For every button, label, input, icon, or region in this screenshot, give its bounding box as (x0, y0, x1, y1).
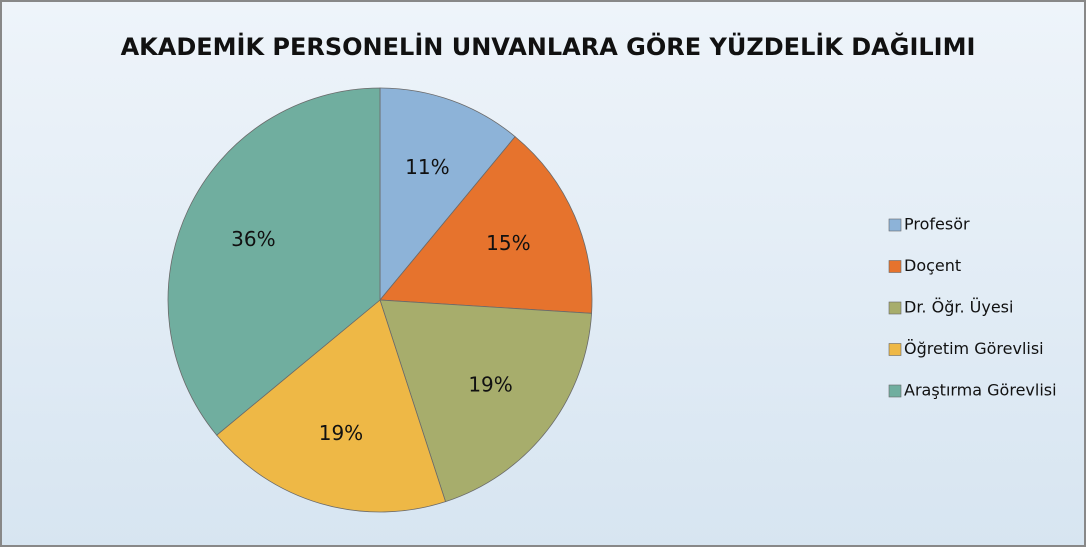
legend-label: Öğretim Görevlisi (904, 339, 1044, 358)
pie-slice (216, 299, 447, 513)
legend-label: Araştırma Görevlisi (904, 381, 1057, 400)
legend-swatch (888, 301, 902, 315)
legend-label: Profesör (904, 215, 970, 234)
data-label: 19% (468, 372, 512, 396)
pie-slice (379, 136, 593, 314)
legend-swatch (888, 218, 902, 232)
legend-label: Dr. Öğr. Üyesi (904, 298, 1013, 317)
pie-slice (167, 87, 381, 436)
data-label: 36% (231, 227, 275, 251)
pie-slice (379, 87, 516, 302)
legend-swatch (888, 260, 902, 273)
chart-title: AKADEMİK PERSONELİN UNVANLARA GÖRE YÜZDE… (121, 31, 976, 61)
data-label: 15% (486, 231, 530, 255)
legend-label: Doçent (904, 256, 961, 275)
data-label: 11% (405, 155, 449, 179)
pie-slice (379, 299, 593, 503)
legend-swatch (888, 384, 902, 398)
data-label: 19% (319, 421, 363, 445)
legend-swatch (888, 343, 902, 356)
